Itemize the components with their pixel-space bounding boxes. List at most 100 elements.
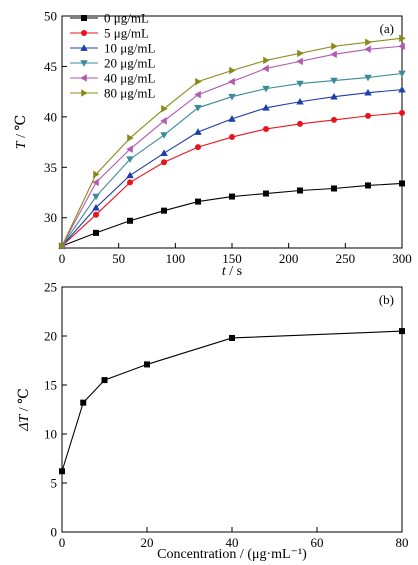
a-data-point: [229, 66, 236, 75]
a-data-point: [398, 85, 406, 93]
a-data-point: [296, 80, 304, 88]
b-x-tick-label: 60: [311, 535, 324, 550]
a-data-point: [194, 90, 201, 99]
panel-label-a: (a): [380, 21, 394, 36]
a-legend-marker: [81, 30, 87, 36]
a-y-axis: 30 35 40 45 50: [44, 9, 67, 225]
a-data-point: [262, 104, 270, 111]
a-data-point: [161, 105, 168, 113]
a-series-line: [61, 89, 403, 247]
a-data-point: [399, 34, 406, 42]
a-data-point: [228, 93, 236, 101]
a-data-point: [263, 190, 269, 197]
a-series-3: [58, 70, 406, 250]
a-x-axis-label: t / s: [222, 264, 242, 279]
a-series-2: [58, 85, 406, 249]
a-legend-label: 10 μg/mL: [104, 41, 155, 56]
a-data-point: [262, 85, 270, 93]
b-data-point: [59, 468, 65, 475]
b-x-axis: 0 20 40 60 80: [59, 527, 409, 550]
b-x-tick-label: 40: [226, 535, 239, 550]
a-series-0: [59, 180, 405, 249]
a-x-axis: 0 50 100 150 200 250 300: [59, 243, 412, 266]
b-y-tick-label: 15: [44, 378, 57, 393]
a-legend-item: 10 μg/mL: [70, 41, 155, 56]
a-x-tick-label: 0: [59, 251, 66, 266]
b-y-axis-label: ΔT / ℃: [17, 388, 32, 432]
a-legend-label: 5 μg/mL: [104, 26, 149, 41]
a-legend-marker: [80, 60, 88, 67]
a-data-point: [93, 229, 99, 236]
a-data-point: [92, 178, 99, 187]
a-data-point: [126, 171, 134, 179]
a-series-line: [61, 112, 403, 247]
a-legend-item: 80 μg/mL: [70, 86, 155, 101]
a-x-tick-label: 250: [336, 251, 356, 266]
a-x-tick-label: 150: [222, 251, 242, 266]
a-data-point: [127, 179, 133, 186]
a-y-tick-label: 30: [44, 210, 57, 225]
b-y-tick-label: 25: [44, 280, 57, 295]
a-data-point: [92, 203, 100, 211]
b-y-axis: 0 5 10 15 20 25: [44, 280, 67, 540]
a-data-point: [229, 193, 235, 200]
a-data-point: [93, 170, 100, 179]
a-x-tick-label: 200: [279, 251, 299, 266]
a-y-tick-label: 50: [44, 9, 57, 24]
a-data-point: [398, 70, 406, 78]
a-data-point: [331, 42, 338, 51]
b-data-point: [144, 361, 150, 368]
a-x-tick-label: 300: [392, 251, 412, 266]
a-data-point: [161, 207, 167, 214]
b-series-0: [59, 328, 405, 475]
chart-a: (a) 0 50 100 150 200 250 300 30 35 40 45 50 t / s T /…: [14, 9, 412, 280]
a-data-point: [364, 45, 371, 54]
a-legend-item: 5 μg/mL: [70, 26, 149, 41]
a-legend-marker: [80, 74, 87, 82]
a-data-point: [364, 88, 372, 96]
b-x-axis-label: Concentration / (μg·mL⁻¹): [157, 547, 307, 562]
a-y-tick-label: 35: [44, 160, 57, 175]
b-x-tick-label: 0: [59, 535, 66, 550]
a-data-point: [297, 187, 303, 194]
panel-label-b: (b): [379, 292, 394, 307]
a-legend-label: 80 μg/mL: [104, 86, 155, 101]
b-data-point: [80, 399, 87, 406]
a-series-5: [59, 34, 406, 250]
b-y-tick-label: 20: [44, 329, 57, 344]
a-data-point: [195, 77, 202, 86]
a-y-tick-label: 45: [44, 59, 57, 74]
a-data-point: [399, 180, 405, 187]
b-plot-frame: [61, 286, 403, 533]
a-data-point: [330, 77, 338, 85]
b-data-point: [399, 328, 405, 335]
b-y-tick-label: 0: [51, 525, 58, 540]
b-data-point: [229, 334, 235, 341]
a-data-point: [331, 116, 337, 123]
a-data-point: [331, 185, 337, 192]
a-x-tick-label: 50: [112, 251, 125, 266]
a-data-point: [399, 109, 405, 116]
a-data-point: [330, 50, 337, 59]
a-data-point: [262, 64, 269, 73]
a-data-point: [365, 38, 372, 46]
b-y-tick-label: 5: [51, 476, 58, 491]
a-legend-marker: [81, 15, 87, 21]
a-legend-item: 0 μg/mL: [70, 11, 149, 26]
a-data-point: [365, 182, 371, 189]
a-data-point: [365, 112, 371, 119]
b-x-tick-label: 80: [396, 535, 409, 550]
a-data-point: [297, 49, 304, 58]
a-data-point: [297, 120, 303, 127]
a-data-point: [126, 145, 133, 153]
a-legend-label: 0 μg/mL: [104, 11, 149, 26]
a-data-point: [194, 104, 202, 112]
a-series-line: [61, 182, 403, 247]
a-legend-label: 40 μg/mL: [104, 71, 155, 86]
b-series-line: [61, 330, 403, 472]
b-y-tick-label: 10: [44, 427, 57, 442]
a-data-point: [228, 77, 235, 86]
a-x-tick-label: 100: [166, 251, 186, 266]
